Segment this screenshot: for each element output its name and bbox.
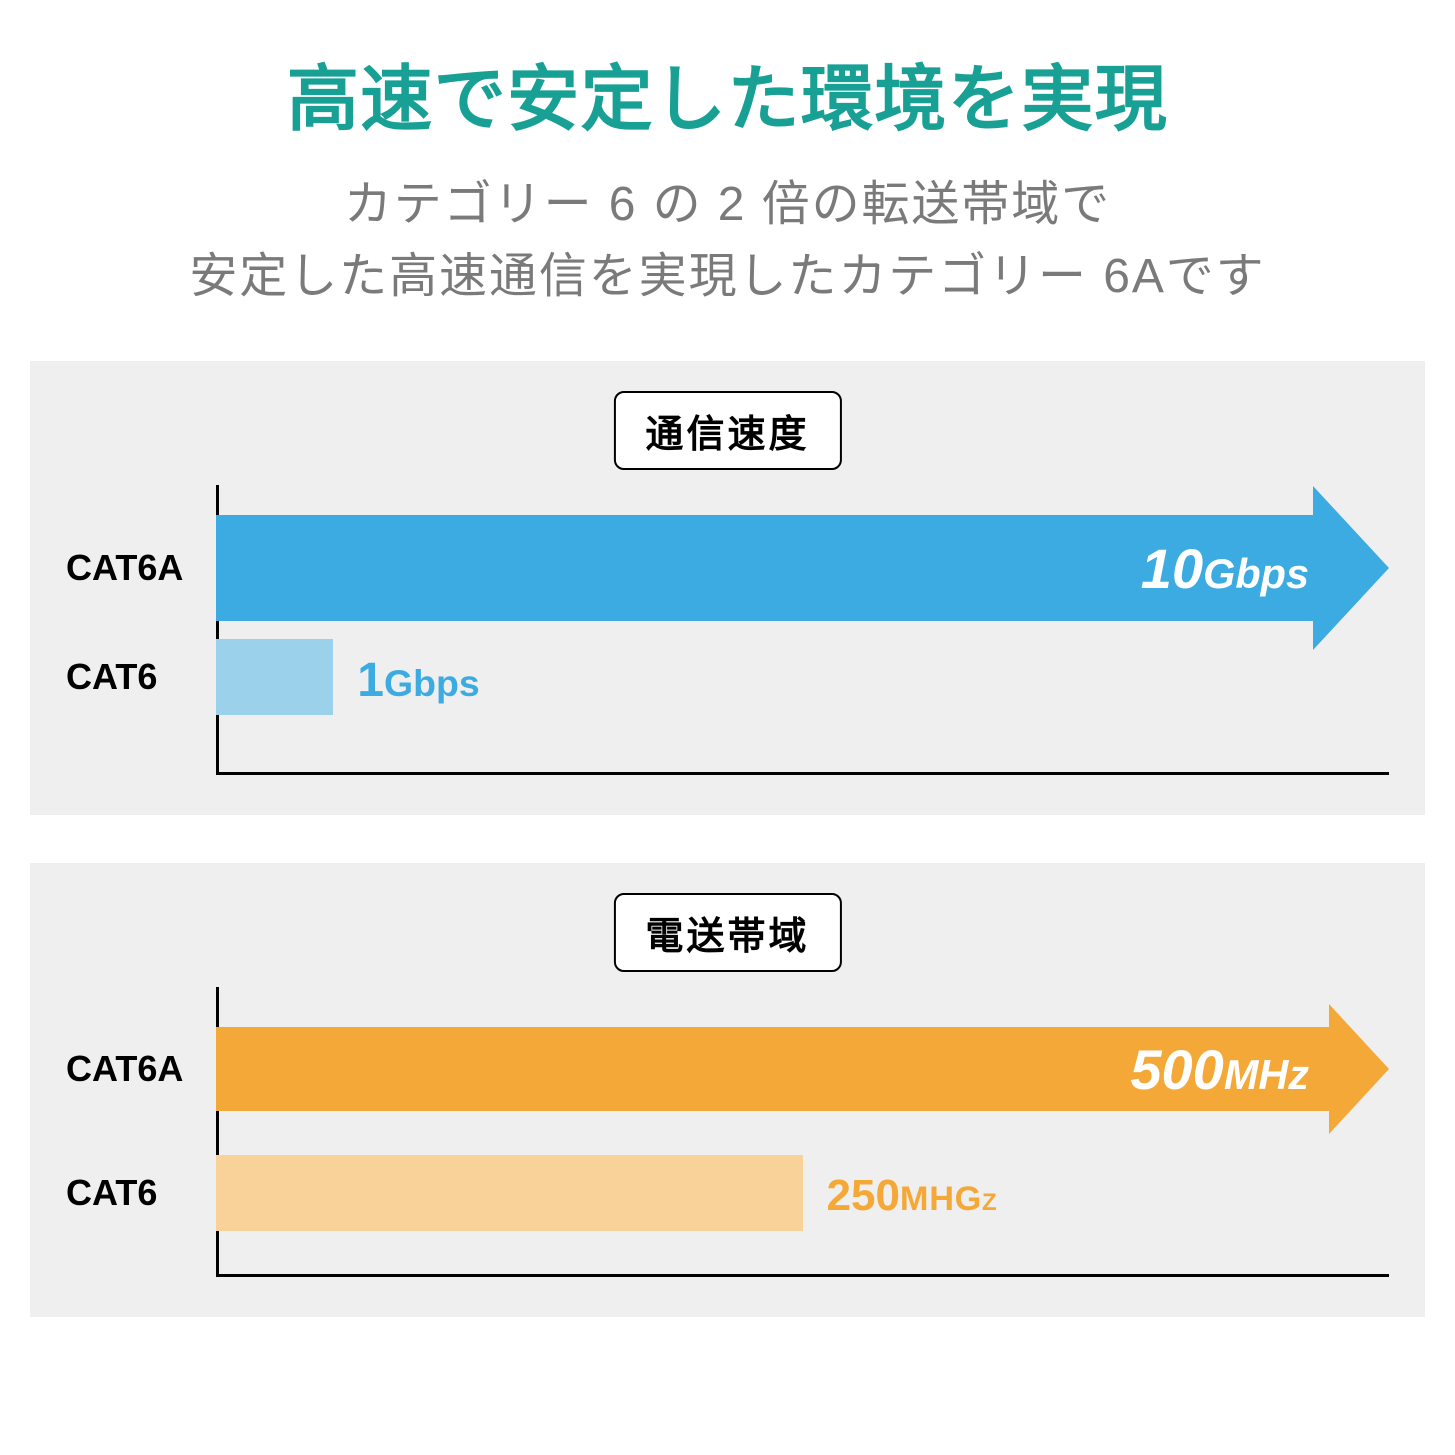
bandwidth-panel-title: 電送帯域 (613, 893, 841, 972)
bandwidth-bar-cat6 (216, 1155, 803, 1231)
arrow-head-icon (1329, 1004, 1389, 1134)
x-axis (216, 772, 1389, 775)
bandwidth-value-cat6a: 500MHz (1130, 1037, 1309, 1102)
speed-label-cat6: CAT6 (66, 656, 216, 698)
headline: 高速で安定した環境を実現 (0, 0, 1455, 145)
speed-bar-cat6 (216, 639, 333, 715)
bandwidth-panel: 電送帯域 CAT6A 500MHz (30, 863, 1425, 1317)
bandwidth-row-cat6a: CAT6A 500MHz (66, 1027, 1389, 1111)
speed-bar-cat6a: 10Gbps (216, 515, 1389, 621)
speed-row-cat6a: CAT6A 10Gbps (66, 515, 1389, 621)
subheadline: カテゴリー 6 の 2 倍の転送帯域で 安定した高速通信を実現したカテゴリー 6… (0, 169, 1455, 313)
x-axis (216, 1274, 1389, 1277)
speed-value-cat6: 1Gbps (357, 653, 479, 708)
bandwidth-label-cat6a: CAT6A (66, 1048, 216, 1090)
speed-row-cat6: CAT6 1Gbps (66, 639, 1389, 715)
bandwidth-bar-cat6a: 500MHz (216, 1027, 1389, 1111)
bandwidth-row-cat6: CAT6 250MHGz (66, 1155, 1389, 1231)
arrow-head-icon (1313, 486, 1389, 650)
bandwidth-label-cat6: CAT6 (66, 1172, 216, 1214)
speed-panel-title: 通信速度 (613, 391, 841, 470)
subheadline-line2: 安定した高速通信を実現したカテゴリー 6Aです (189, 250, 1265, 303)
bandwidth-chart: CAT6A 500MHz CAT6 250 (66, 987, 1389, 1277)
subheadline-line1: カテゴリー 6 の 2 倍の転送帯域で (344, 178, 1111, 231)
bandwidth-value-cat6: 250MHGz (827, 1171, 998, 1221)
speed-panel: 通信速度 CAT6A 10Gbps CAT (30, 361, 1425, 815)
speed-label-cat6a: CAT6A (66, 547, 216, 589)
speed-value-cat6a: 10Gbps (1141, 536, 1309, 601)
speed-chart: CAT6A 10Gbps CAT6 1Gb (66, 485, 1389, 775)
